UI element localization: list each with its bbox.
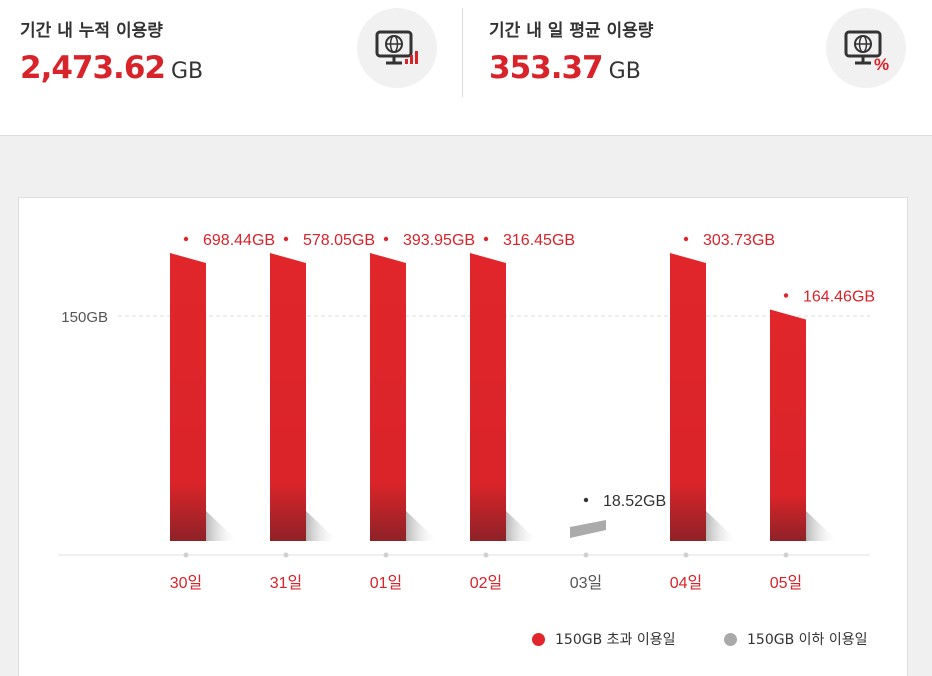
- bar-4[interactable]: [570, 520, 606, 538]
- x-tick-label-5: 04일: [670, 574, 703, 592]
- x-tick-label-4: 03일: [570, 574, 603, 592]
- bar-shadow-2: [406, 511, 438, 541]
- bar-shadow-3: [506, 511, 538, 541]
- value-label-5: 303.73GB: [703, 232, 775, 249]
- value-marker-0: [183, 236, 189, 242]
- bar-5[interactable]: [670, 253, 706, 541]
- bar-shadow-0: [206, 511, 238, 541]
- bar-3[interactable]: [470, 253, 506, 541]
- x-tick-label-3: 02일: [470, 574, 503, 592]
- value-marker-5: [683, 236, 689, 242]
- x-tick-3: [483, 552, 489, 558]
- legend-gray-dot: [724, 632, 737, 646]
- monitor-usage-icon: [357, 8, 437, 88]
- x-tick-label-1: 31일: [270, 574, 303, 592]
- x-tick-label-2: 01일: [370, 574, 403, 592]
- bar-shadow-6: [806, 511, 838, 541]
- x-tick-2: [383, 552, 389, 558]
- bar-2[interactable]: [370, 253, 406, 541]
- average-usage-number: 353.37: [489, 50, 604, 86]
- x-tick-label-6: 05일: [770, 574, 803, 592]
- value-label-0: 698.44GB: [203, 232, 275, 249]
- value-marker-3: [483, 236, 489, 242]
- usage-summary: 기간 내 누적 이용량 2,473.62 GB 기간 내 일 평균 이용량 353…: [0, 0, 932, 136]
- bar-shadow-5: [706, 511, 738, 541]
- value-marker-1: [283, 236, 289, 242]
- legend-item-over: 150GB 초과 이용일: [532, 629, 675, 653]
- average-usage-unit: GB: [608, 59, 641, 84]
- svg-text:%: %: [874, 55, 889, 74]
- total-usage-label: 기간 내 누적 이용량: [20, 21, 163, 41]
- value-label-1: 578.05GB: [303, 232, 375, 249]
- value-marker-4: [583, 497, 589, 503]
- total-usage-value: 2,473.62 GB: [20, 50, 203, 86]
- bars-layer: 698.44GB 30일 578.05GB 31일 393.95GB 01일 316.45G…: [170, 232, 875, 592]
- legend-item-under: 150GB 이하 이용일: [724, 629, 867, 653]
- bar-1[interactable]: [270, 253, 306, 541]
- average-usage-value: 353.37 GB: [489, 50, 641, 86]
- legend-red-dot: [532, 632, 545, 646]
- value-label-6: 164.46GB: [803, 288, 875, 305]
- bar-shadow-1: [306, 511, 338, 541]
- legend-under-label: 150GB 이하 이용일: [747, 632, 868, 648]
- monitor-percent-icon: %: [826, 8, 906, 88]
- legend-over-label: 150GB 초과 이용일: [555, 632, 676, 648]
- x-tick-label-0: 30일: [170, 574, 203, 592]
- bar-6[interactable]: [770, 309, 806, 541]
- total-usage-unit: GB: [170, 59, 204, 84]
- x-tick-6: [783, 552, 789, 558]
- x-tick-0: [183, 552, 189, 558]
- value-label-3: 316.45GB: [503, 232, 575, 249]
- x-tick-1: [283, 552, 289, 558]
- bar-0[interactable]: [170, 253, 206, 541]
- threshold-label: 150GB: [61, 309, 108, 326]
- value-label-4: 18.52GB: [603, 493, 666, 510]
- total-usage-number: 2,473.62: [20, 50, 166, 86]
- average-usage-label: 기간 내 일 평균 이용량: [489, 21, 654, 41]
- value-marker-6: [783, 293, 789, 298]
- total-usage-card: 기간 내 누적 이용량 2,473.62 GB: [20, 0, 440, 135]
- average-usage-card: 기간 내 일 평균 이용량 353.37 GB %: [489, 0, 909, 135]
- usage-chart-panel: [18, 197, 908, 676]
- summary-divider: [462, 8, 463, 97]
- value-label-2: 393.95GB: [403, 232, 475, 249]
- value-marker-2: [383, 236, 389, 242]
- x-tick-4: [583, 552, 589, 558]
- x-tick-5: [683, 552, 689, 558]
